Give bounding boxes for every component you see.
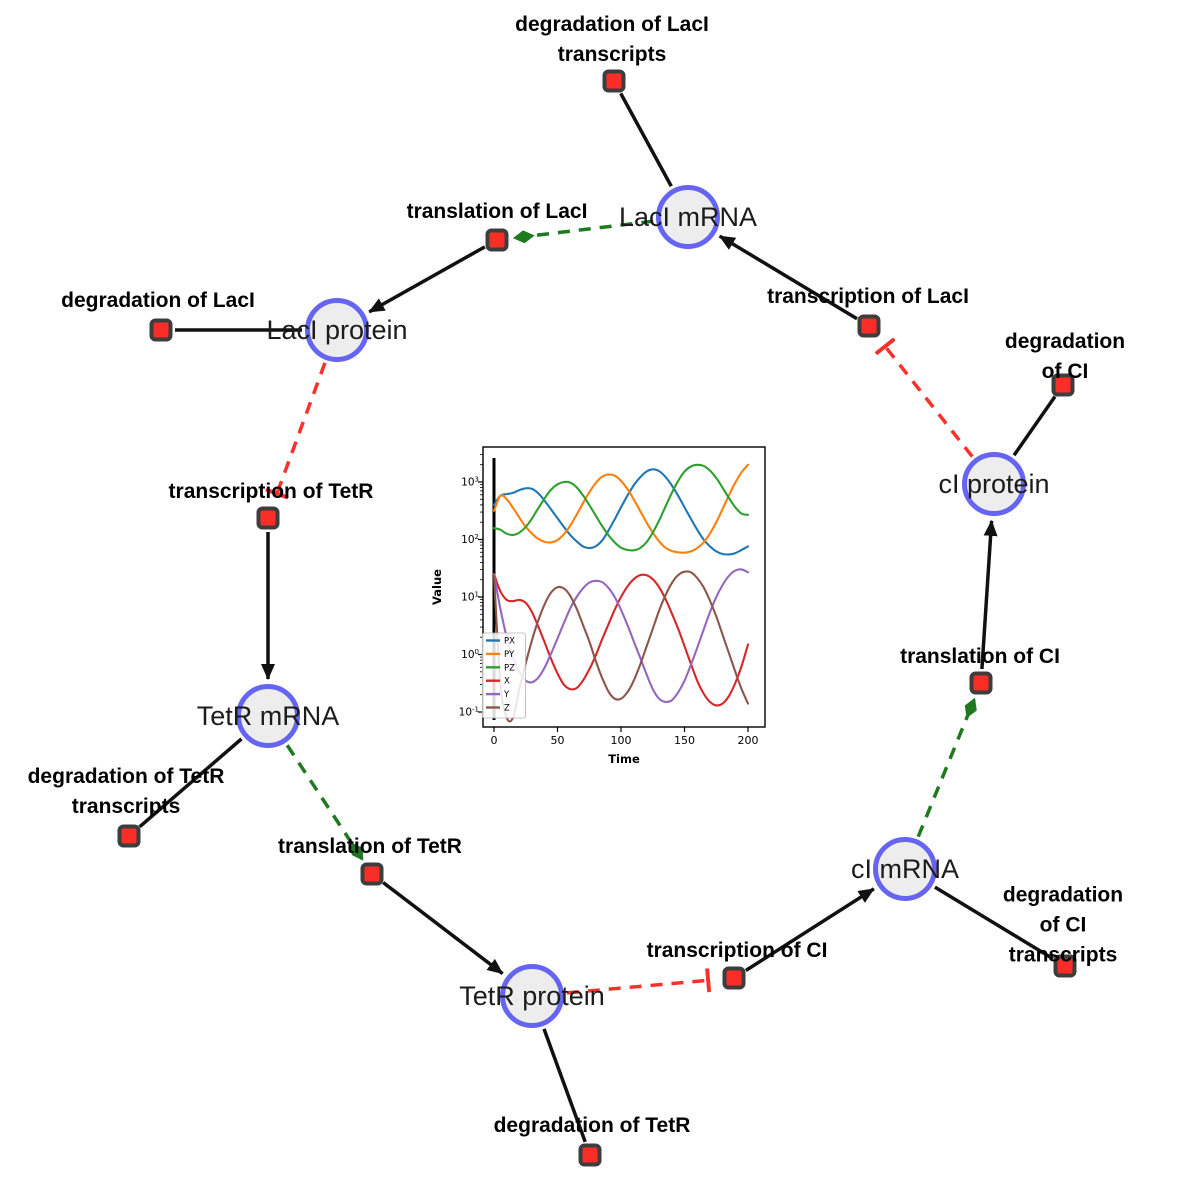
species-label-laci-mrna: LacI mRNA: [618, 201, 758, 232]
reaction-node-transcription-of-laci[interactable]: [857, 314, 881, 338]
reaction-node-translation-of-tetr[interactable]: [360, 862, 384, 886]
reaction-node-degradation-of-tetr[interactable]: [578, 1143, 602, 1167]
timecourse-plot: 10-1 100 101 102 103 0 50 100 150 200 Time Value PX P…: [428, 430, 780, 775]
reaction-label-translation-of-ci: translation of CI: [900, 645, 1060, 669]
edge-production-translation-of-tetr-to-tetr-protein: [382, 881, 504, 975]
reaction-label-translation-of-laci: translation of LacI: [406, 200, 588, 224]
svg-text:Z: Z: [504, 704, 510, 714]
svg-text:50: 50: [551, 734, 565, 747]
edge-modifier-tetr-mrna-to-translation-of-tetr: [285, 744, 364, 861]
svg-text:Time: Time: [608, 752, 640, 766]
reaction-node-degradation-of-laci[interactable]: [149, 318, 173, 342]
edge-consumption-ci-mrna-to-degradation-of-ci-transcripts: [934, 885, 1054, 961]
reaction-label-transcription-of-ci: transcription of CI: [646, 939, 828, 963]
svg-text:200: 200: [738, 734, 759, 747]
edge-modifier-ci-mrna-to-translation-of-ci: [916, 697, 977, 838]
species-label-laci-protein: LacI protein: [266, 314, 408, 345]
species-label-ci-mrna: cI mRNA: [851, 853, 959, 884]
svg-text:PZ: PZ: [504, 663, 515, 673]
edge-modifier-laci-mrna-to-translation-of-laci: [512, 219, 654, 244]
reaction-label-degradation-of-ci: degradation of CI: [1004, 330, 1126, 383]
species-label-ci-protein: cI protein: [938, 468, 1050, 499]
edge-production-transcription-of-laci-to-laci-mrna: [718, 234, 858, 321]
svg-text:0: 0: [491, 734, 498, 747]
reaction-label-degradation-of-tetr-transcripts: degradation of TetR transcripts: [27, 765, 225, 818]
reaction-node-translation-of-ci[interactable]: [969, 671, 993, 695]
svg-text:PY: PY: [504, 650, 515, 660]
reaction-node-degradation-of-laci-transcripts[interactable]: [602, 69, 626, 93]
reaction-label-degradation-of-laci-transcripts: degradation of LacI transcripts: [515, 13, 709, 66]
reaction-label-translation-of-tetr: translation of TetR: [278, 835, 462, 859]
reaction-node-degradation-of-ci[interactable]: [1051, 373, 1075, 397]
edge-production-transcription-of-ci-to-ci-mrna: [744, 887, 875, 972]
edge-consumption-tetr-protein-to-degradation-of-tetr: [542, 1028, 587, 1143]
reaction-node-transcription-of-tetr[interactable]: [256, 506, 280, 530]
species-node-laci-mrna[interactable]: [656, 185, 720, 249]
reaction-label-degradation-of-laci: degradation of LacI: [61, 289, 255, 313]
reaction-label-degradation-of-tetr: degradation of TetR: [493, 1114, 691, 1138]
species-node-ci-protein[interactable]: [962, 452, 1026, 516]
svg-text:Y: Y: [503, 690, 510, 700]
edge-consumption-tetr-mrna-to-degradation-of-tetr-transcripts: [138, 737, 243, 829]
svg-text:PX: PX: [504, 637, 515, 647]
species-label-tetr-protein: TetR protein: [459, 980, 605, 1011]
reaction-node-translation-of-laci[interactable]: [485, 228, 509, 252]
species-node-ci-mrna[interactable]: [873, 837, 937, 901]
svg-text:Value: Value: [430, 569, 444, 605]
edge-inhibition-laci-protein-to-transcription-of-tetr: [265, 362, 327, 500]
edge-consumption-laci-mrna-to-degradation-of-laci-transcripts: [619, 92, 673, 188]
edge-production-translation-of-ci-to-ci-protein: [980, 519, 998, 670]
reaction-label-transcription-of-laci: transcription of LacI: [767, 285, 969, 309]
reaction-node-transcription-of-ci[interactable]: [722, 966, 746, 990]
species-node-tetr-protein[interactable]: [500, 964, 564, 1028]
species-label-tetr-mrna: TetR mRNA: [196, 700, 340, 731]
species-node-laci-protein[interactable]: [305, 298, 369, 362]
svg-text:100: 100: [611, 734, 632, 747]
edge-consumption-ci-protein-to-degradation-of-ci: [1012, 395, 1057, 457]
species-node-tetr-mrna[interactable]: [236, 684, 300, 748]
reaction-label-degradation-of-ci-transcripts: degradation of CI transcripts: [1002, 883, 1124, 966]
reaction-label-transcription-of-tetr: transcription of TetR: [168, 480, 374, 504]
edge-inhibition-ci-protein-to-transcription-of-laci: [875, 337, 974, 458]
chart-legend: PX PY PZ XYZ: [482, 632, 526, 719]
reaction-node-degradation-of-tetr-transcripts[interactable]: [117, 824, 141, 848]
svg-text:X: X: [504, 677, 510, 687]
reaction-node-degradation-of-ci-transcripts[interactable]: [1053, 954, 1077, 978]
edge-production-translation-of-laci-to-laci-protein: [368, 245, 486, 314]
svg-text:150: 150: [674, 734, 695, 747]
edge-inhibition-tetr-protein-to-transcription-of-ci: [566, 968, 712, 995]
